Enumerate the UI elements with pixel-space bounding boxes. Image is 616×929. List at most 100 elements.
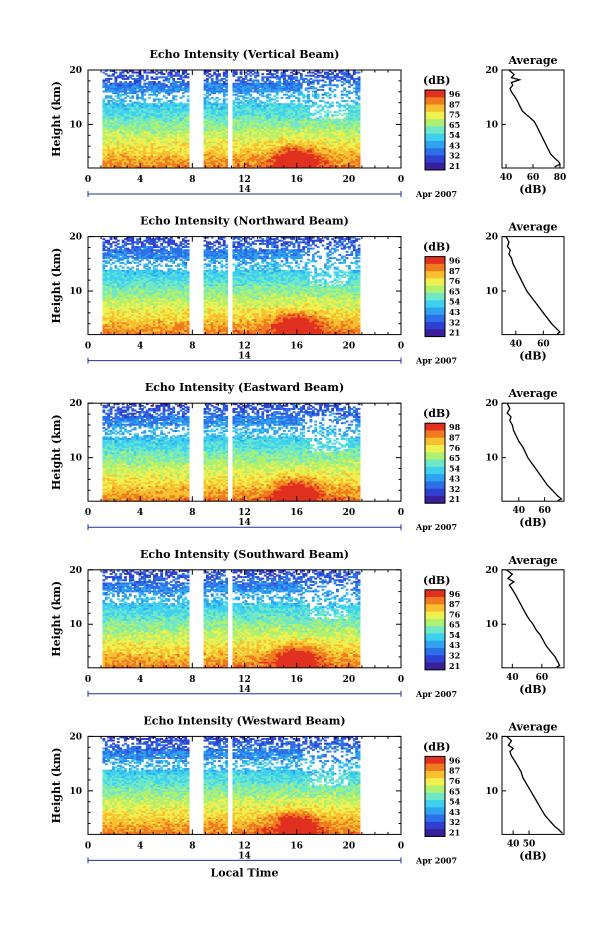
- heatmap-cell: [160, 144, 164, 147]
- heatmap-cell: [256, 115, 260, 118]
- heatmap-cell: [107, 109, 111, 112]
- heatmap-cell: [213, 139, 217, 142]
- heatmap-cell: [140, 131, 144, 134]
- heatmap-cell: [205, 70, 209, 72]
- heatmap-cell: [162, 147, 166, 150]
- heatmap-cell: [290, 133, 294, 136]
- heatmap-cell: [234, 126, 238, 129]
- heatmap-cell: [208, 122, 212, 125]
- heatmap-cell: [263, 82, 267, 85]
- heatmap-cell: [128, 117, 132, 120]
- heatmap-cell: [153, 114, 156, 117]
- heatmap-cell: [157, 101, 161, 104]
- heatmap-cell: [218, 136, 221, 139]
- heatmap-cell: [290, 106, 294, 109]
- heatmap-cell: [205, 149, 209, 152]
- heatmap-cell: [208, 144, 212, 147]
- heatmap-cell: [131, 160, 135, 163]
- heatmap-cell: [186, 90, 190, 93]
- heatmap-cell: [275, 128, 279, 131]
- heatmap-cell: [256, 109, 260, 112]
- heatmap-cell: [181, 136, 185, 139]
- heatmap-cell: [136, 111, 139, 114]
- heatmap-cell: [239, 82, 243, 85]
- heatmap-cell: [285, 137, 289, 140]
- heatmap-cell: [225, 137, 229, 140]
- heatmap-cell: [165, 131, 168, 134]
- heatmap-cell: [140, 139, 144, 142]
- heatmap-cell: [186, 111, 190, 114]
- heatmap-cell: [234, 115, 238, 118]
- heatmap-cell: [249, 147, 253, 150]
- heatmap-cell: [246, 153, 250, 156]
- heatmap-cell: [126, 166, 130, 169]
- heatmap-cell: [112, 114, 115, 117]
- heatmap-cell: [254, 101, 257, 104]
- heatmap-cell: [128, 82, 132, 85]
- heatmap-cell: [246, 88, 250, 91]
- heatmap-cell: [244, 85, 248, 88]
- heatmap-cell: [283, 164, 286, 167]
- heatmap-cell: [177, 160, 180, 163]
- heatmap-cell: [237, 160, 241, 163]
- heatmap-cell: [131, 96, 135, 99]
- heatmap-cell: [116, 114, 120, 117]
- heatmap-cell: [208, 103, 212, 106]
- heatmap-cell: [124, 115, 127, 118]
- heatmap-cell: [172, 88, 176, 91]
- heatmap-cell: [104, 150, 108, 153]
- heatmap-cell: [184, 90, 188, 93]
- heatmap-cell: [280, 125, 284, 128]
- heatmap-cell: [104, 166, 108, 169]
- heatmap-cell: [121, 84, 125, 87]
- heatmap-cell: [280, 152, 284, 155]
- heatmap-cell: [186, 142, 190, 145]
- heatmap-cell: [104, 90, 108, 93]
- heatmap-cell: [104, 88, 108, 91]
- heatmap-cell: [225, 85, 229, 88]
- heatmap-cell: [157, 142, 161, 145]
- heatmap-cell: [133, 128, 137, 131]
- heatmap-cell: [244, 150, 248, 153]
- heatmap-cell: [323, 92, 327, 95]
- heatmap-cell: [280, 103, 284, 106]
- heatmap-cell: [133, 119, 137, 121]
- heatmap-cell: [112, 70, 115, 72]
- heatmap-cell: [210, 88, 214, 91]
- heatmap-cell: [116, 104, 120, 107]
- heatmap-cell: [218, 139, 221, 142]
- heatmap-cell: [138, 153, 142, 156]
- heatmap-cell: [273, 70, 277, 72]
- heatmap-cell: [215, 87, 219, 90]
- heatmap-cell: [145, 150, 149, 153]
- heatmap-cell: [133, 123, 137, 126]
- heatmap-cell: [140, 126, 144, 129]
- heatmap-cell: [266, 158, 269, 161]
- heatmap-cell: [145, 109, 149, 112]
- heatmap-cell: [119, 107, 123, 110]
- heatmap-cell: [222, 81, 226, 84]
- heatmap-cell: [225, 150, 229, 153]
- heatmap-cell: [205, 144, 209, 147]
- heatmap-cell: [205, 114, 209, 117]
- heatmap-cell: [128, 107, 132, 110]
- heatmap-cell: [287, 126, 291, 129]
- heatmap-cell: [210, 155, 214, 158]
- heatmap-cell: [128, 100, 132, 103]
- heatmap-cell: [258, 155, 262, 158]
- heatmap-cell: [205, 156, 209, 159]
- heatmap-cell: [220, 119, 224, 121]
- heatmap-cell: [345, 90, 349, 93]
- heatmap-cell: [213, 153, 217, 156]
- heatmap-cell: [143, 100, 147, 103]
- heatmap-cell: [155, 95, 159, 98]
- heatmap-cell: [242, 160, 245, 163]
- heatmap-cell: [109, 163, 113, 166]
- heatmap-cell: [287, 114, 291, 117]
- heatmap-cell: [186, 161, 190, 164]
- heatmap-cell: [179, 142, 183, 145]
- heatmap-cell: [126, 136, 130, 139]
- heatmap-cell: [237, 134, 241, 137]
- heatmap-cell: [222, 144, 226, 147]
- heatmap-cell: [116, 112, 120, 115]
